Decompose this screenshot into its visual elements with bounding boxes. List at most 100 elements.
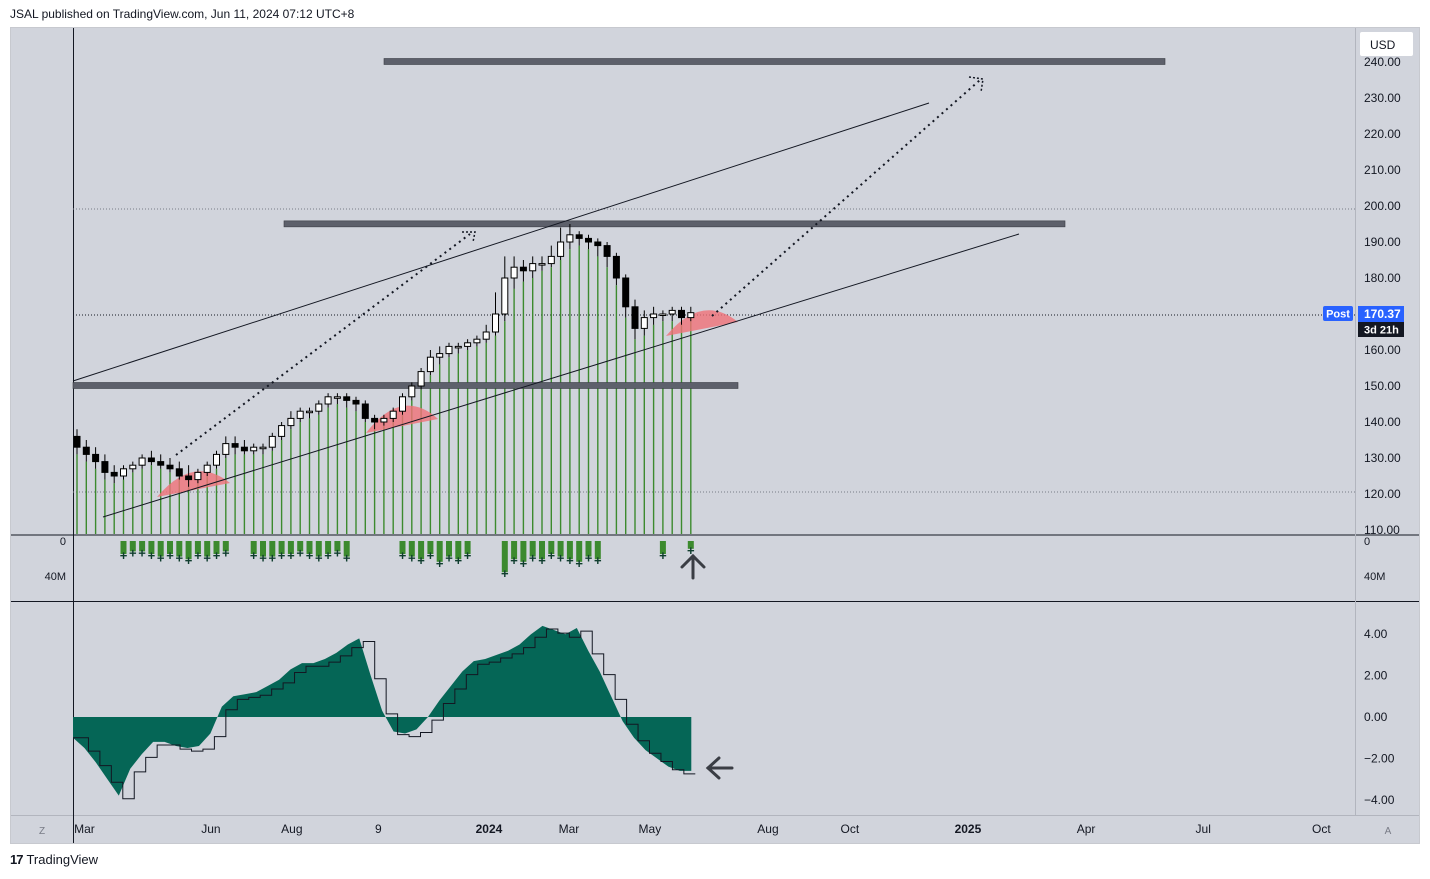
volume-bar [418,541,425,560]
candle-body [343,396,351,401]
candle-body [222,443,230,455]
candle-body [203,464,211,473]
price-tick-label: 180.00 [1364,271,1401,285]
publisher-caption: JSAL published on TradingView.com, Jun 1… [10,7,355,21]
volume-bar [520,541,527,562]
volume-marker-icon: + [203,551,211,566]
candle-body [73,435,81,448]
volume-marker-icon: + [166,548,174,563]
candle-body [566,234,574,243]
volume-marker-icon: + [548,548,556,563]
countdown-label: 3d 21h [1364,325,1399,337]
time-tick-label: Apr [1077,822,1096,836]
currency-button[interactable]: USD [1359,31,1414,57]
oscillator-tick-label: 4.00 [1364,627,1388,641]
candle-body [399,396,406,412]
right-axis-bg[interactable] [1355,28,1419,815]
axis-labels: 240.00 230.00 220.00 210.00 200.00 190.00 180.… [45,55,1401,836]
projection-arrowhead [968,76,984,93]
time-tick-label: May [639,822,662,836]
volume-bar [176,541,183,557]
tradingview-logo-icon: 17 [10,852,24,867]
volume-marker-icon: + [455,553,463,568]
time-axis-bg[interactable] [11,816,1419,843]
candle-body [306,410,313,414]
volume-bar [501,541,508,573]
volume-marker-icon: + [529,551,537,566]
candle-body [110,471,118,477]
volume-marker-icon: + [427,548,435,563]
price-tick-label: 130.00 [1364,451,1401,465]
volume-marker-icon: + [557,551,565,566]
volume-bar [250,541,257,554]
volume-marker-icon: + [538,553,546,568]
candle-body [268,435,276,448]
candle-body [426,356,434,373]
price-tick-label: 160.00 [1364,343,1401,357]
price-tick-label: 110.00 [1364,523,1400,537]
volume-bar [594,541,601,560]
volume-bar [455,541,462,560]
volume-marker-icon: + [334,545,342,560]
countdown-badge [1358,322,1404,337]
volume-marker-icon: + [594,553,602,568]
candle-body [547,255,555,265]
time-axis-left-corner[interactable]: Z [39,826,45,837]
time-tick-label: Aug [281,822,302,836]
time-tick-label: Mar [74,822,95,836]
volume-marker-icon: + [324,548,332,563]
candle-body [482,331,490,340]
time-axis-right-corner[interactable]: A [1385,826,1392,837]
candle-body [445,345,453,355]
oscillator-panel-bg[interactable] [11,602,1355,815]
price-panel-bg[interactable] [11,28,1355,535]
volume-marker-icon: + [417,553,425,568]
projection-arrowhead [462,231,476,243]
volume-bar [287,541,294,554]
footer-brand-text: TradingView [26,852,99,867]
time-tick-label: Jul [1196,822,1211,836]
footer-brand[interactable]: 17 TradingView [10,852,98,867]
post-badge [1323,306,1353,321]
volume-bar [325,541,332,554]
volume-marker-icon: + [399,548,407,563]
volume-marker-icon: + [306,548,314,563]
price-tick-label: 200.00 [1364,199,1401,213]
candle-body [454,345,462,349]
candles [73,224,695,487]
candle-body [287,417,295,427]
volume-marker-icon: + [510,553,518,568]
candle-body [492,313,499,333]
candle-body [380,417,388,423]
candle-body [436,353,444,358]
candle-body [101,461,109,473]
candle-body [408,385,416,398]
volume-bar [576,541,583,562]
candle-body [324,396,332,405]
volume-marker-icon: + [464,548,472,563]
post-badge-label: Post [1326,309,1350,321]
up-arrow-icon [680,553,706,580]
candle-body [594,241,602,247]
oscillator-tick-label: −4.00 [1364,793,1395,807]
volume-marker-icon: + [157,551,165,566]
time-tick-label: 9 [375,822,382,836]
trend-lines [72,76,1020,518]
candle-body [417,371,425,387]
volume-marker-icon: + [250,548,258,563]
zone-bar [72,382,739,389]
candle-body [240,446,248,452]
volume-tick-label: 0 [1364,536,1370,548]
candle-body [668,309,676,315]
volume-marker-icon: + [259,551,267,566]
volume-marker-icon: + [687,543,695,558]
candle-body [213,453,220,466]
volume-marker-icon: + [176,551,184,566]
price-tick-label: 120.00 [1364,487,1401,501]
volume-bar [566,541,573,560]
volume-marker-icon: + [566,553,574,568]
last-price-badge [1358,306,1404,322]
candle-body [510,266,518,279]
volume-marker-icon: + [269,551,277,566]
